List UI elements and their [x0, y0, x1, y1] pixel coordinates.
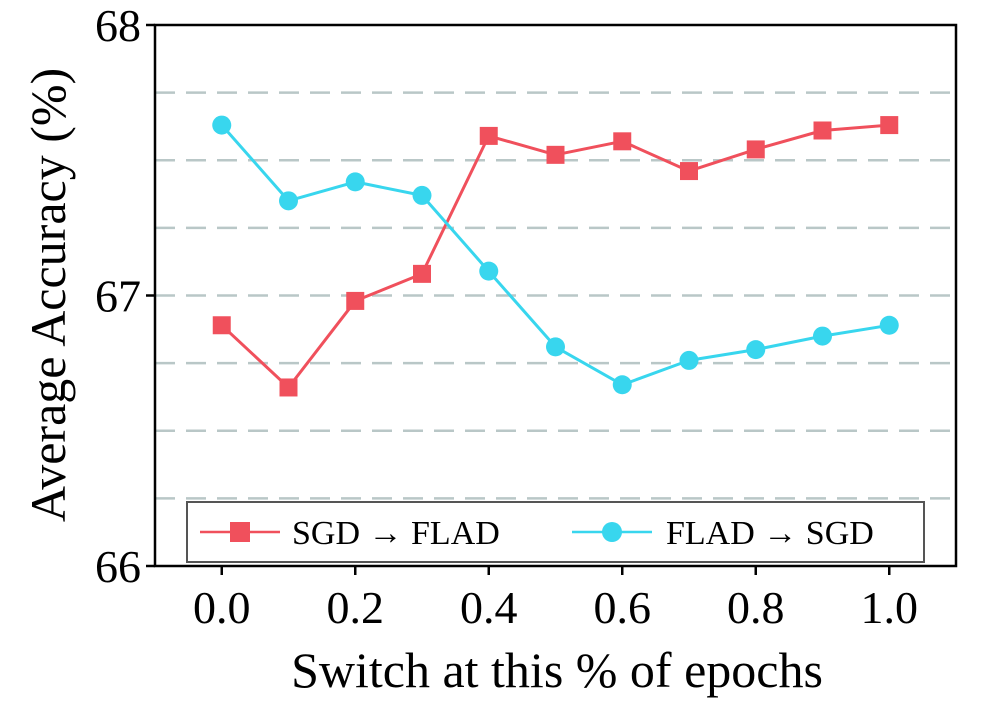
legend-entry-flad-sgd: FLAD → SGD [572, 515, 874, 552]
point-1-4 [479, 261, 499, 281]
point-1-6 [612, 375, 632, 395]
plot-frame [153, 23, 958, 568]
y-axis-label: Average Accuracy (%) [20, 68, 76, 522]
point-1-3 [412, 185, 432, 205]
point-0-10 [880, 116, 899, 135]
point-0-7 [680, 162, 698, 181]
legend-entry-sgd-flad: SGD → FLAD [200, 515, 500, 552]
point-1-8 [746, 340, 766, 360]
x-tick-label-1: 0.2 [327, 582, 385, 633]
legend-label-sgd-flad: SGD → FLAD [292, 515, 500, 552]
point-1-7 [679, 350, 699, 370]
x-tick-label-0: 0.0 [193, 582, 251, 633]
point-0-2 [346, 291, 365, 310]
point-0-5 [546, 145, 565, 164]
legend-marker-circle [602, 522, 622, 542]
point-1-5 [546, 337, 565, 357]
y-tick-label-2: 68 [95, 0, 141, 51]
y-tick-label-1: 67 [95, 271, 141, 322]
legend-marker-square [230, 522, 250, 542]
point-1-1 [279, 191, 298, 211]
series-layer [212, 115, 899, 397]
x-tick-label-4: 0.8 [727, 582, 785, 633]
point-0-1 [279, 378, 298, 397]
legend-label-flad-sgd: FLAD → SGD [666, 515, 874, 552]
x-tick-label-3: 0.6 [594, 582, 652, 633]
point-1-0 [212, 115, 232, 135]
point-0-3 [413, 264, 431, 283]
point-0-4 [479, 126, 498, 145]
point-1-2 [345, 172, 365, 192]
legend: SGD → FLAD FLAD → SGD [186, 501, 925, 563]
axis-ticks: 0.0 0.2 0.4 0.6 0.8 1.0 66 67 68 [95, 0, 918, 633]
point-1-9 [813, 326, 832, 346]
series-1 [212, 115, 899, 395]
grid-lines [155, 91, 956, 500]
point-1-10 [879, 315, 899, 335]
x-tick-label-5: 1.0 [861, 582, 919, 633]
point-0-9 [813, 121, 832, 140]
series-0 [212, 116, 899, 397]
legend-box [186, 501, 925, 563]
x-axis-label: Switch at this % of epochs [291, 642, 823, 698]
point-0-6 [613, 132, 632, 151]
point-0-0 [212, 316, 231, 335]
y-tick-label-0: 66 [95, 541, 141, 592]
point-0-8 [746, 140, 765, 159]
x-tick-label-2: 0.4 [460, 582, 518, 633]
